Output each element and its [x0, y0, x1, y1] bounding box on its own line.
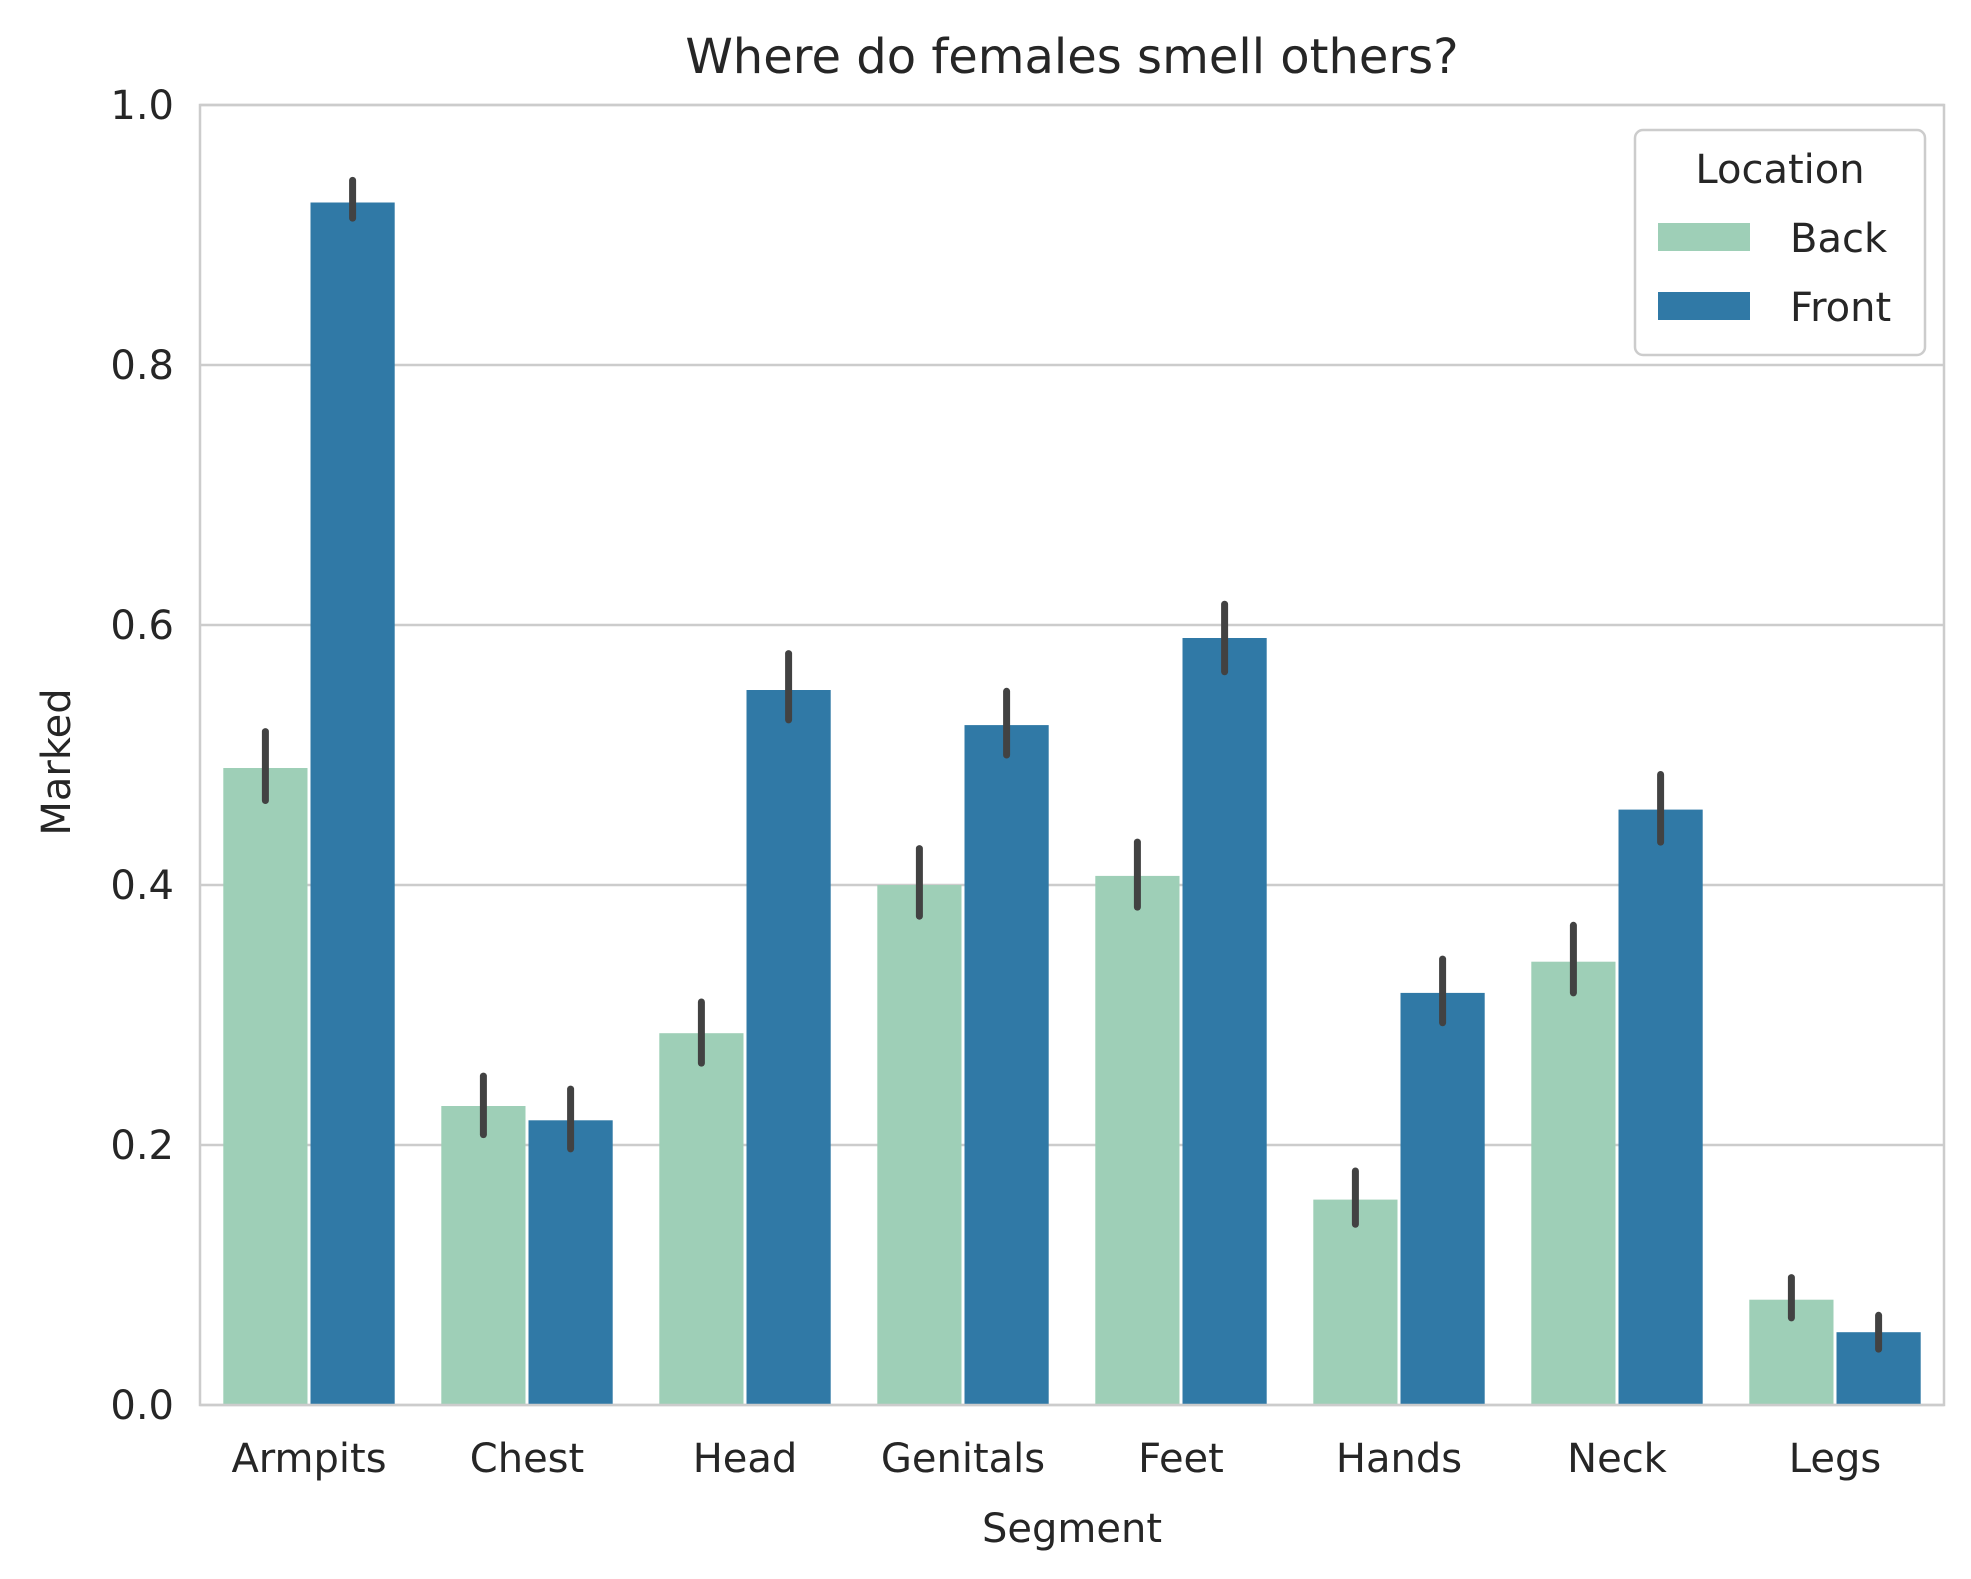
- bar-front-neck: [1618, 809, 1703, 1405]
- bar-back-genitals: [877, 885, 962, 1405]
- legend-label-back: Back: [1790, 216, 1888, 262]
- x-tick-labels: Armpits Chest Head Genitals Feet Hands Neck Leg…: [231, 1436, 1881, 1482]
- bar-back-armpits: [223, 768, 308, 1405]
- x-tick-label: Legs: [1789, 1436, 1881, 1482]
- x-tick-label: Genitals: [881, 1436, 1045, 1482]
- bars: [223, 202, 1921, 1405]
- bar-front-genitals: [964, 725, 1049, 1405]
- y-tick-labels: 0.0 0.2 0.4 0.6 0.8 1.0: [110, 83, 174, 1429]
- legend-label-front: Front: [1790, 285, 1891, 331]
- bar-front-chest: [528, 1120, 613, 1405]
- legend: Location Back Front: [1633, 128, 1927, 357]
- x-axis-label: Segment: [982, 1506, 1162, 1552]
- y-tick-label: 1.0: [110, 83, 174, 129]
- bar-back-chest: [441, 1106, 526, 1405]
- bar-front-head: [746, 690, 831, 1405]
- error-bars: [261, 176, 1883, 1353]
- y-tick-label: 0.0: [110, 1383, 174, 1429]
- legend-swatch-front: [1658, 292, 1750, 320]
- bar-front-hands: [1400, 992, 1485, 1405]
- y-tick-label: 0.6: [110, 603, 174, 649]
- bar-back-head: [659, 1033, 744, 1405]
- bar-front-feet: [1182, 638, 1267, 1405]
- y-tick-label: 0.4: [110, 863, 174, 909]
- y-axis-label: Marked: [34, 688, 80, 835]
- bar-front-armpits: [310, 202, 395, 1405]
- y-tick-label: 0.8: [110, 343, 174, 389]
- bar-back-hands: [1313, 1199, 1398, 1405]
- x-tick-label: Head: [693, 1436, 798, 1482]
- y-tick-label: 0.2: [110, 1123, 174, 1169]
- x-tick-label: Armpits: [231, 1436, 386, 1482]
- x-tick-label: Feet: [1138, 1436, 1224, 1482]
- bar-back-neck: [1531, 961, 1616, 1405]
- plot-frame: [198, 103, 1946, 1407]
- x-tick-label: Hands: [1336, 1436, 1462, 1482]
- x-tick-label: Chest: [470, 1436, 584, 1482]
- bar-back-feet: [1095, 875, 1180, 1405]
- chart-title: Where do females smell others?: [685, 29, 1458, 85]
- x-tick-label: Neck: [1567, 1436, 1668, 1482]
- legend-title: Location: [1695, 147, 1864, 193]
- legend-swatch-back: [1658, 223, 1750, 251]
